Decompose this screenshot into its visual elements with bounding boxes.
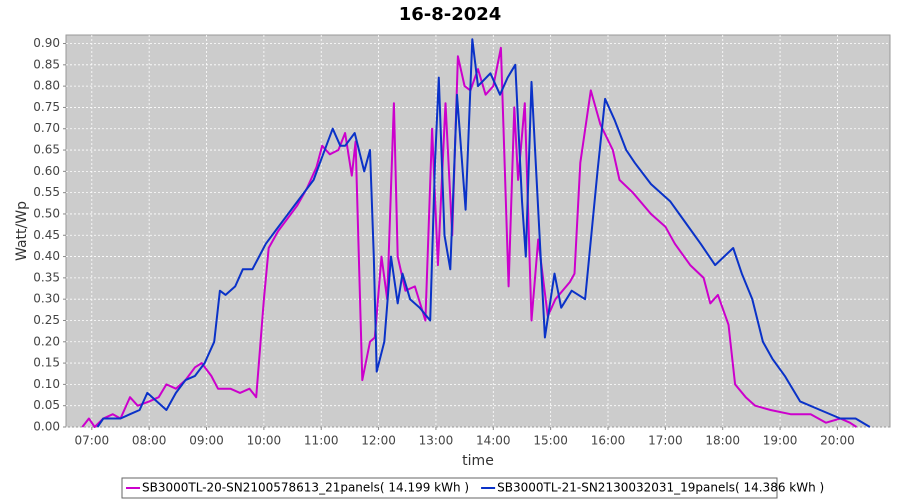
x-tick-label: 17:00 [648, 434, 683, 448]
x-tick-label: 11:00 [304, 434, 339, 448]
x-tick-label: 14:00 [476, 434, 511, 448]
x-tick-label: 12:00 [361, 434, 396, 448]
x-tick-label: 10:00 [247, 434, 282, 448]
legend-box [121, 477, 778, 499]
y-tick-label: 0.10 [33, 377, 60, 391]
x-tick-label: 09:00 [189, 434, 224, 448]
x-tick-label: 16:00 [591, 434, 626, 448]
y-tick-label: 0.35 [33, 270, 60, 284]
y-tick-label: 0.45 [33, 228, 60, 242]
y-axis-label: Watt/Wp [14, 201, 30, 261]
series-line [81, 46, 858, 428]
y-tick-label: 0.80 [33, 79, 60, 93]
y-tick-label: 0.00 [33, 420, 60, 434]
y-tick-label: 0.75 [33, 100, 60, 114]
y-tick-label: 0.40 [33, 249, 60, 263]
x-tick-label: 19:00 [763, 434, 798, 448]
x-tick-label: 07:00 [75, 434, 110, 448]
y-tick-label: 0.70 [33, 121, 60, 135]
y-tick-label: 0.65 [33, 143, 60, 157]
y-tick-label: 0.60 [33, 164, 60, 178]
x-tick-label: 20:00 [820, 434, 855, 448]
x-tick-label: 18:00 [705, 434, 740, 448]
legend-text: SB3000TL-21-SN2130032031_19panels( 14.38… [497, 481, 824, 495]
y-tick-label: 0.85 [33, 57, 60, 71]
y-tick-label: 0.05 [33, 398, 60, 412]
y-tick-label: 0.90 [33, 36, 60, 50]
y-tick-label: 0.25 [33, 313, 60, 327]
series-line [96, 38, 871, 428]
y-tick-label: 0.55 [33, 185, 60, 199]
x-tick-label: 15:00 [533, 434, 568, 448]
y-tick-label: 0.15 [33, 356, 60, 370]
x-tick-label: 13:00 [419, 434, 454, 448]
x-tick-label: 08:00 [132, 434, 167, 448]
legend-text: SB3000TL-20-SN2100578613_21panels( 14.19… [142, 481, 469, 495]
x-axis-label: time [462, 453, 494, 469]
y-tick-label: 0.50 [33, 206, 60, 220]
plot-area [65, 34, 891, 428]
chart-title: 16-8-2024 [399, 4, 502, 25]
y-tick-label: 0.20 [33, 334, 60, 348]
y-tick-label: 0.30 [33, 292, 60, 306]
